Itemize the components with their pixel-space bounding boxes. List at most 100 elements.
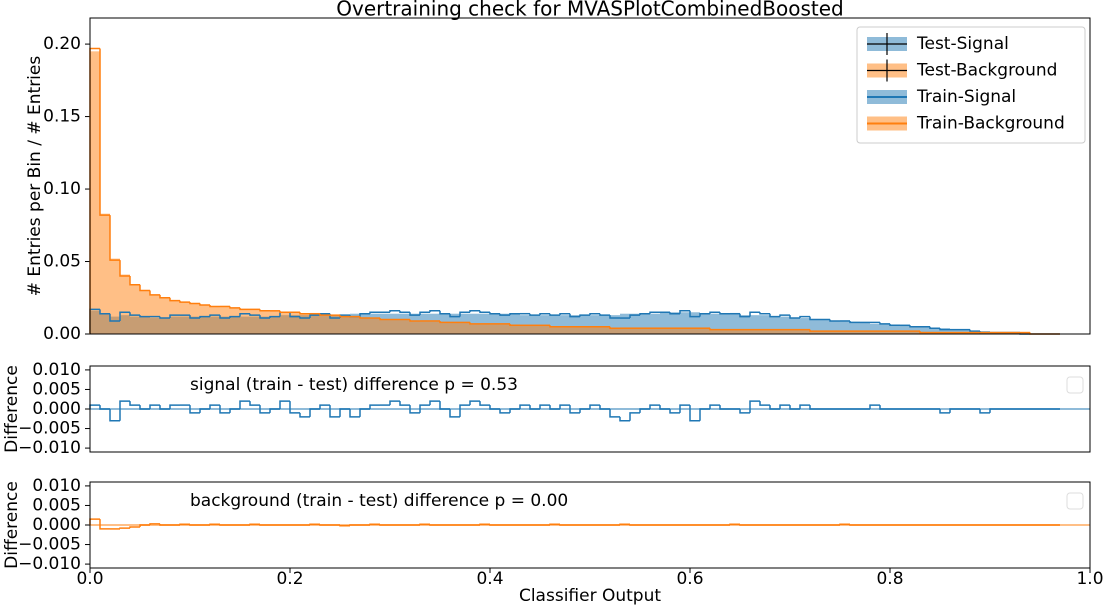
hist-step — [219, 315, 230, 319]
hist-step — [279, 400, 290, 409]
legend-label: Test-Background — [916, 61, 1057, 81]
hist-step — [219, 405, 230, 414]
legend-swatch — [867, 59, 907, 82]
hist-bar — [660, 312, 670, 334]
hist-step — [739, 409, 750, 414]
hist-step — [399, 401, 410, 406]
hist-step — [379, 318, 390, 321]
hist-step — [139, 315, 150, 318]
hist-bar — [560, 326, 570, 334]
hist-bar — [490, 323, 500, 334]
hist-step — [639, 312, 650, 316]
hist-bar — [570, 315, 580, 334]
hist-bar — [230, 307, 240, 334]
hist-bar — [900, 331, 910, 334]
hist-bar — [870, 323, 880, 334]
hist-step — [479, 523, 490, 525]
hist-bar — [220, 306, 230, 334]
hist-step — [479, 310, 490, 314]
hist-step — [369, 404, 380, 409]
hist-bar — [920, 326, 930, 334]
hist-bar — [820, 319, 830, 334]
hist-step — [189, 315, 200, 319]
hist-step — [169, 404, 180, 409]
hist-step — [169, 314, 180, 319]
hist-step — [879, 405, 890, 410]
hist-step — [719, 405, 730, 410]
hist-bar — [750, 329, 760, 334]
hist-bar — [800, 329, 810, 334]
hist-step — [689, 310, 700, 318]
hist-step — [559, 404, 570, 409]
hist-step — [629, 314, 640, 319]
hist-step — [919, 331, 930, 334]
hist-bar — [650, 328, 660, 334]
hist-bar — [650, 313, 660, 334]
hist-step — [239, 312, 250, 317]
hist-step — [429, 524, 440, 526]
hist-step — [749, 400, 760, 413]
hist-bar — [740, 329, 750, 334]
hist-bar — [930, 328, 940, 334]
hist-step — [379, 524, 390, 526]
hist-bar — [690, 328, 700, 334]
hist-bar — [870, 331, 880, 334]
hist-step — [769, 405, 780, 410]
hist-bar — [730, 313, 740, 334]
legend-label: Train-Signal — [916, 87, 1016, 107]
hist-step — [589, 404, 600, 409]
hist-step — [219, 524, 230, 526]
hist-step — [489, 312, 500, 315]
hist-step — [329, 405, 340, 418]
hist-bar — [770, 316, 780, 334]
hist-step — [709, 311, 720, 314]
hist-step — [149, 290, 160, 296]
hist-bar — [480, 323, 490, 334]
hist-step — [349, 409, 360, 418]
hist-step — [509, 312, 520, 316]
hist-step — [269, 408, 280, 413]
hist-step — [639, 408, 650, 413]
hist-step — [559, 312, 570, 316]
hist-step — [939, 328, 950, 331]
hist-step — [539, 312, 550, 316]
y-axis-label: # Entries per Bin / # Entries — [25, 56, 45, 297]
hist-step — [449, 313, 460, 318]
hist-bar — [850, 331, 860, 334]
hist-step — [269, 315, 280, 319]
legend-swatch — [867, 33, 907, 55]
hist-step — [529, 405, 540, 410]
hist-step — [119, 400, 130, 421]
hist-step — [109, 313, 120, 322]
hist-bar — [850, 322, 860, 334]
hist-step — [389, 310, 400, 313]
hist-step — [679, 310, 690, 314]
hist-bar — [300, 313, 310, 334]
hist-bar — [290, 312, 300, 334]
hist-step — [139, 284, 150, 292]
hist-step — [789, 405, 800, 410]
hist-step — [209, 523, 220, 525]
hist-bar — [510, 325, 520, 334]
hist-step — [129, 276, 140, 286]
hist-step — [209, 305, 220, 308]
hist-step — [319, 313, 330, 316]
hist-step — [849, 524, 860, 526]
hist-step — [789, 315, 800, 319]
hist-step — [189, 524, 200, 526]
hist-bar — [630, 328, 640, 334]
hist-step — [289, 312, 300, 318]
hist-bar — [140, 290, 150, 334]
hist-step — [439, 320, 450, 324]
x-tick-label: 1.0 — [1076, 569, 1103, 589]
y-tick-label: 0.15 — [43, 107, 81, 127]
hist-bar — [270, 310, 280, 334]
hist-step — [839, 523, 850, 525]
hist-step — [739, 524, 750, 526]
legend-box — [1066, 376, 1084, 394]
hist-step — [249, 313, 260, 316]
hist-bar — [210, 306, 220, 334]
hist-bar — [560, 315, 570, 334]
hist-step — [169, 297, 180, 302]
hist-bar — [630, 313, 640, 334]
